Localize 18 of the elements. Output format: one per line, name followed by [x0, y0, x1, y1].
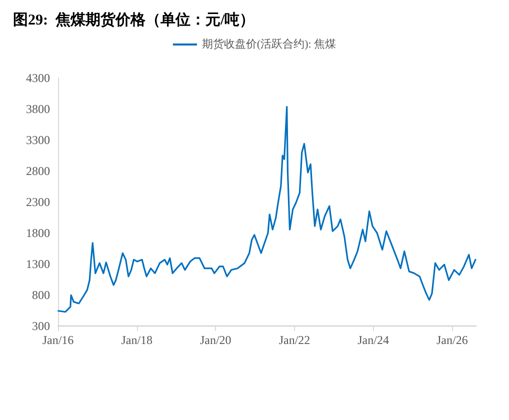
y-tick-label: 2800: [26, 164, 50, 178]
x-tick-label: Jan/26: [436, 333, 468, 347]
y-tick-label: 4300: [26, 71, 50, 85]
x-tick-label: Jan/24: [358, 333, 389, 347]
y-tick-label: 1300: [26, 257, 50, 271]
y-tick-label: 3300: [26, 133, 50, 147]
y-tick-label: 300: [32, 319, 50, 333]
x-tick-label: Jan/22: [278, 333, 310, 347]
x-tick-label: Jan/20: [200, 333, 232, 347]
chart-title: 图29: 焦煤期货价格（单位：元/吨）: [13, 12, 255, 28]
y-tick-label: 2300: [26, 195, 50, 209]
x-tick-label: Jan/18: [121, 333, 153, 347]
y-tick-label: 3800: [26, 102, 50, 116]
y-tick-label: 800: [32, 288, 50, 302]
x-tick-label: Jan/16: [42, 333, 74, 347]
y-tick-label: 1800: [26, 226, 50, 240]
legend-label: 期货收盘价(活跃合约): 焦煤: [202, 38, 336, 50]
line-series: [58, 106, 476, 313]
